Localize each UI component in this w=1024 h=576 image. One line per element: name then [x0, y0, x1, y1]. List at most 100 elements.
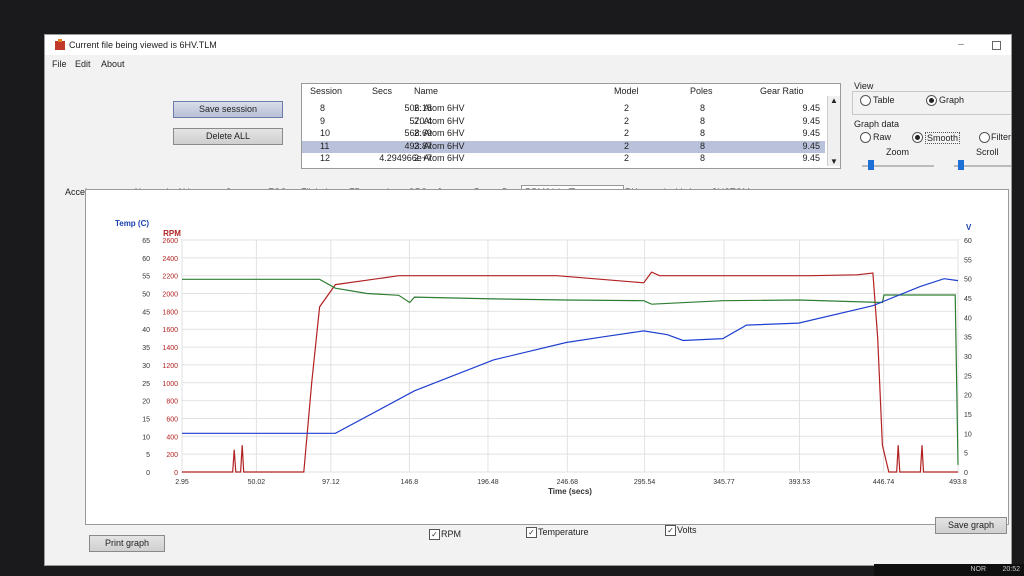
view-table-radio[interactable] [860, 95, 871, 106]
rpm-tick-label: 2600 [162, 238, 178, 245]
filter-radio[interactable] [979, 132, 990, 143]
rpm-tick-label: 1800 [162, 309, 178, 316]
table-cell: 2: Atom 6HV [414, 115, 465, 126]
app-icon [55, 39, 65, 50]
temp-tick-label: 40 [142, 327, 150, 334]
table-cell: 12 [320, 153, 331, 163]
minimize-button[interactable]: – [958, 39, 964, 50]
volts-axis-label: V [966, 223, 972, 232]
table-cell: 8 [700, 115, 706, 126]
session-row[interactable]: 12 4.294966e+7 2: Atom 6HV 2 8 9.45 [302, 153, 825, 165]
table-cell: 8 [700, 103, 706, 113]
volts-tick-label: 50 [964, 277, 972, 284]
smooth-radio[interactable] [912, 132, 923, 143]
rpm-checkbox[interactable]: ✓ [429, 529, 440, 540]
column-header[interactable]: Model [614, 86, 639, 96]
options-panel: View Table Graph Graph data Raw Smooth F… [850, 79, 1011, 179]
temperature-checkbox-label: Temperature [538, 527, 589, 537]
table-cell: 4.294966e+7 [379, 153, 432, 163]
menu-about[interactable]: About [101, 59, 125, 69]
session-table[interactable]: Session Secs Name Model Poles Gear Ratio 8 506.… [301, 83, 841, 169]
chevron-down-icon[interactable]: ▼ [830, 157, 838, 166]
volts-tick-label: 60 [964, 238, 972, 245]
maximize-button[interactable] [992, 41, 1001, 50]
table-cell: 506.15 [404, 103, 432, 113]
table-cell: 9.45 [802, 153, 820, 163]
rpm-tick-label: 1000 [162, 381, 178, 388]
volts-tick-label: 40 [964, 315, 972, 322]
table-cell: 2 [624, 140, 630, 151]
column-header[interactable]: Name [414, 86, 439, 96]
x-tick-label: 246.68 [557, 479, 579, 486]
table-cell: 570.4 [409, 115, 432, 126]
x-tick-label: 2.95 [175, 479, 189, 486]
scroll-label: Scroll [976, 147, 999, 157]
graph-data-label: Graph data [854, 119, 900, 129]
save-graph-button[interactable]: Save graph [935, 517, 1007, 534]
taskbar: NOR 20:52 [874, 564, 1024, 576]
app-window: Current file being viewed is 6HV.TLM – F… [44, 34, 1012, 566]
series-line-volts [182, 278, 959, 434]
print-graph-button[interactable]: Print graph [89, 535, 165, 552]
table-cell: 2 [624, 103, 630, 113]
volts-tick-label: 55 [964, 257, 972, 264]
column-header[interactable]: Poles [690, 86, 713, 96]
x-tick-label: 146.8 [401, 479, 419, 486]
session-row[interactable]: 8 506.15 2: Atom 6HV 2 8 9.45 [302, 103, 825, 115]
taskbar-lang: NOR [970, 566, 986, 573]
delete-all-button[interactable]: Delete ALL [173, 128, 283, 145]
title-bar: Current file being viewed is 6HV.TLM – [45, 35, 1011, 55]
session-row[interactable]: 10 568.69 2: Atom 6HV 2 8 9.45 [302, 128, 825, 140]
graph-panel: 0 5 10 15 20 25 30 35 40 45 50 55 60 65 0 200 400 600 800 1… [85, 189, 1009, 525]
table-cell: 2: Atom 6HV [414, 128, 465, 138]
column-header[interactable]: Session [310, 86, 343, 96]
save-session-button[interactable]: Save sesssion [173, 101, 283, 118]
rpm-tick-label: 1400 [162, 345, 178, 352]
table-cell: 8 [700, 128, 706, 138]
table-cell: 9 [320, 115, 326, 126]
volts-tick-label: 45 [964, 296, 972, 303]
rpm-tick-label: 0 [174, 470, 178, 477]
x-tick-label: 493.8 [949, 479, 967, 486]
raw-radio[interactable] [860, 132, 871, 143]
series-line-rpm [182, 271, 958, 473]
zoom-slider-track [862, 165, 934, 167]
smooth-label: Smooth [925, 132, 961, 144]
x-tick-label: 196.48 [477, 479, 499, 486]
column-header[interactable]: Secs [372, 86, 393, 96]
rpm-tick-label: 600 [166, 416, 178, 423]
table-cell: 9.45 [802, 103, 820, 113]
rpm-checkbox-label: RPM [441, 529, 461, 539]
chevron-up-icon[interactable]: ▲ [830, 96, 838, 105]
rpm-tick-label: 800 [166, 399, 178, 406]
volts-tick-label: 0 [964, 470, 968, 477]
zoom-slider[interactable] [868, 160, 874, 170]
table-cell: 2 [624, 115, 630, 126]
scroll-slider[interactable] [958, 160, 964, 170]
table-scrollbar[interactable]: ▲ ▼ [827, 96, 840, 166]
view-graph-radio[interactable] [926, 95, 937, 106]
filter-label: Filter [991, 132, 1011, 142]
x-axis-label: Time (secs) [548, 487, 592, 496]
rpm-tick-label: 2200 [162, 274, 178, 281]
temperature-checkbox[interactable]: ✓ [526, 527, 537, 538]
menu-file[interactable]: File [52, 59, 67, 69]
table-cell: 568.69 [404, 128, 432, 138]
view-label: View [854, 81, 874, 91]
x-tick-label: 97.12 [322, 479, 340, 486]
column-header[interactable]: Gear Ratio [760, 86, 804, 96]
temp-axis-label: Temp (C) [115, 219, 149, 228]
temp-tick-label: 25 [142, 381, 150, 388]
x-tick-label: 50.02 [248, 479, 266, 486]
temp-tick-label: 50 [142, 292, 150, 299]
temp-tick-label: 0 [146, 470, 150, 477]
view-table-label: Table [873, 95, 895, 105]
session-row[interactable]: 9 570.4 2: Atom 6HV 2 8 9.45 [302, 116, 825, 128]
volts-checkbox[interactable]: ✓ [665, 525, 676, 536]
menu-edit[interactable]: Edit [75, 59, 91, 69]
volts-tick-label: 35 [964, 335, 972, 342]
session-row[interactable]: 11 493.87 2: Atom 6HV 2 8 9.45 [302, 140, 825, 153]
temp-tick-label: 60 [142, 256, 150, 263]
volts-tick-label: 15 [964, 412, 972, 419]
taskbar-clock: 20:52 [1002, 566, 1020, 573]
